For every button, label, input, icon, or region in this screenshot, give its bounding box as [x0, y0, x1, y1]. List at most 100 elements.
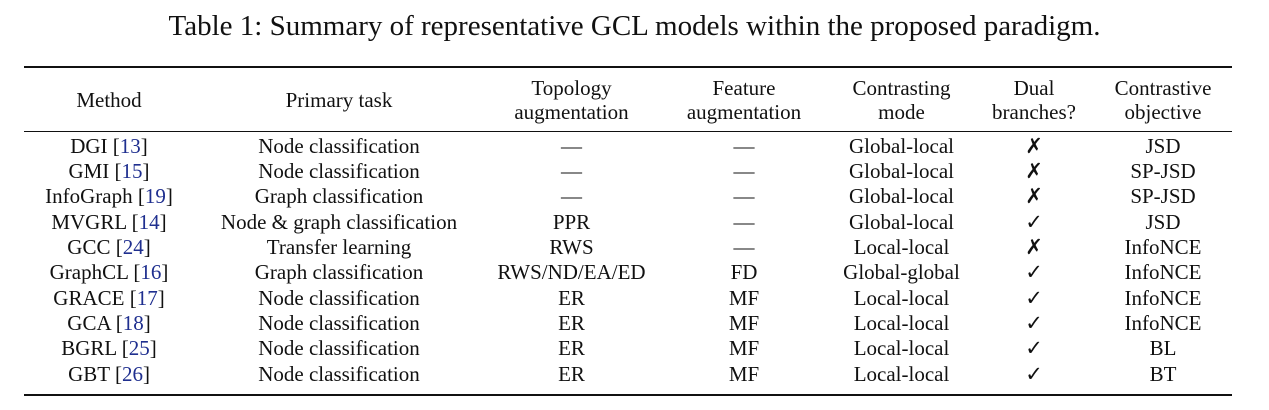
cell-contrasting-mode: Local-local: [853, 361, 950, 386]
header-rule: [24, 131, 1232, 132]
cell-feature-augmentation: MF: [728, 310, 760, 335]
cell-contrasting-mode: Global-local: [849, 184, 954, 209]
cell-contrasting-mode: Local-local: [853, 235, 950, 260]
top-rule: [24, 66, 1232, 68]
cell-topology-augmentation: —: [561, 159, 582, 184]
cell-contrasting-mode: Local-local: [853, 310, 950, 335]
table-row: MVGRL [14] Node & graph classification PPR…: [24, 210, 1232, 235]
citation-link[interactable]: 17: [136, 285, 158, 310]
table-row: GMI [15] Node classification — — Global-loca…: [24, 159, 1232, 184]
cell-topology-augmentation: ER: [558, 336, 585, 361]
cell-topology-augmentation: —: [561, 184, 582, 209]
cell-primary-task: Graph classification: [254, 260, 424, 285]
cell-method: GCC [24]: [67, 235, 151, 260]
cell-primary-task: Node classification: [258, 361, 420, 386]
cell-contrasting-mode: Global-global: [843, 260, 960, 285]
gcl-summary-table: Method Primary task Topology augmentation…: [24, 68, 1232, 387]
cell-dual-branches: ✓: [1025, 361, 1043, 386]
cell-primary-task: Node classification: [258, 134, 420, 158]
cell-feature-augmentation: MF: [728, 361, 760, 386]
cell-dual-branches: ✓: [1025, 310, 1043, 335]
header-primary-task: Primary task: [285, 87, 393, 112]
cell-dual-branches: ✓: [1025, 260, 1043, 285]
cell-feature-augmentation: —: [733, 209, 755, 234]
cell-method: GRACE [17]: [53, 285, 165, 310]
header-row: Method Primary task Topology augmentation…: [24, 68, 1232, 131]
table-row: InfoGraph [19] Graph classification — — Glob…: [24, 184, 1232, 209]
citation-link[interactable]: 18: [122, 310, 144, 335]
cell-dual-branches: ✓: [1025, 209, 1043, 234]
table-row: GRACE [17] Node classification ER MF Local-l…: [24, 285, 1232, 310]
table-caption: Table 1: Summary of representative GCL m…: [168, 10, 1101, 42]
cell-feature-augmentation: —: [733, 235, 755, 260]
cell-dual-branches: ✗: [1025, 134, 1043, 158]
cell-primary-task: Node classification: [258, 159, 420, 184]
header-contrasting-mode: Contrasting mode: [852, 75, 951, 124]
citation-link[interactable]: 13: [119, 134, 141, 158]
cell-feature-augmentation: —: [733, 134, 755, 158]
method-name: DGI: [70, 134, 108, 158]
header-method: Method: [76, 87, 142, 112]
cell-contrasting-mode: Global-local: [849, 209, 954, 234]
cell-contrastive-objective: JSD: [1145, 134, 1181, 158]
citation-link[interactable]: 26: [121, 361, 143, 386]
method-name: GMI: [68, 159, 110, 184]
citation-link[interactable]: 19: [144, 184, 166, 209]
cell-feature-augmentation: MF: [728, 336, 760, 361]
cell-contrastive-objective: InfoNCE: [1124, 310, 1202, 335]
header-topology-augmentation: Topology augmentation: [514, 75, 629, 124]
citation-link[interactable]: 15: [121, 159, 143, 184]
cell-method: GMI [15]: [68, 159, 150, 184]
table-row: GraphCL [16] Graph classification RWS/ND/E…: [24, 260, 1232, 285]
cell-dual-branches: ✓: [1025, 336, 1043, 361]
cell-contrastive-objective: InfoNCE: [1124, 285, 1202, 310]
cell-contrastive-objective: InfoNCE: [1124, 260, 1202, 285]
header-feature-augmentation: Feature augmentation: [686, 75, 802, 124]
cell-dual-branches: ✗: [1025, 184, 1043, 209]
cell-primary-task: Node classification: [258, 336, 420, 361]
cell-contrastive-objective: SP-JSD: [1130, 159, 1196, 184]
cell-contrastive-objective: JSD: [1145, 209, 1181, 234]
table-row: GCC [24] Transfer learning RWS — Local-local…: [24, 235, 1232, 260]
citation-link[interactable]: 25: [128, 336, 150, 361]
cell-method: GBT [26]: [68, 361, 150, 386]
cell-topology-augmentation: ER: [558, 361, 585, 386]
citation-link[interactable]: 14: [138, 209, 160, 234]
cell-dual-branches: ✗: [1025, 159, 1043, 184]
method-name: BGRL: [61, 336, 117, 361]
method-name: GraphCL: [49, 260, 129, 285]
header-contrastive-objective: Contrastive objective: [1114, 75, 1212, 124]
cell-contrastive-objective: BT: [1149, 361, 1177, 386]
bottom-rule: [24, 394, 1232, 396]
method-name: InfoGraph: [45, 184, 133, 209]
method-name: GCC: [67, 235, 111, 260]
cell-topology-augmentation: —: [561, 134, 582, 158]
cell-topology-augmentation: ER: [558, 310, 585, 335]
method-name: GBT: [68, 361, 110, 386]
cell-contrasting-mode: Global-local: [849, 134, 954, 158]
cell-primary-task: Transfer learning: [266, 235, 412, 260]
cell-method: BGRL [25]: [61, 336, 157, 361]
cell-topology-augmentation: PPR: [552, 209, 591, 234]
cell-topology-augmentation: ER: [558, 285, 585, 310]
cell-primary-task: Graph classification: [254, 184, 424, 209]
cell-dual-branches: ✓: [1025, 285, 1043, 310]
cell-contrasting-mode: Global-local: [849, 159, 954, 184]
citation-link[interactable]: 16: [140, 260, 162, 285]
cell-feature-augmentation: —: [733, 159, 755, 184]
table-row: GCA [18] Node classification ER MF Local-loc…: [24, 311, 1232, 336]
cell-topology-augmentation: RWS/ND/EA/ED: [497, 260, 646, 285]
table-body: DGI [13] Node classification — — Global-loca…: [24, 131, 1232, 387]
cell-method: InfoGraph [19]: [45, 184, 173, 209]
citation-link[interactable]: 24: [122, 235, 144, 260]
cell-primary-task: Node classification: [258, 285, 420, 310]
cell-contrasting-mode: Local-local: [853, 285, 950, 310]
method-name: GRACE: [53, 285, 125, 310]
table-row: DGI [13] Node classification — — Global-loca…: [24, 131, 1232, 159]
method-name: MVGRL: [51, 209, 127, 234]
table-row: GBT [26] Node classification ER MF Local-loc…: [24, 361, 1232, 386]
cell-feature-augmentation: —: [733, 184, 755, 209]
table-row: BGRL [25] Node classification ER MF Local-lo…: [24, 336, 1232, 361]
cell-primary-task: Node & graph classification: [220, 209, 458, 234]
cell-dual-branches: ✗: [1025, 235, 1043, 260]
